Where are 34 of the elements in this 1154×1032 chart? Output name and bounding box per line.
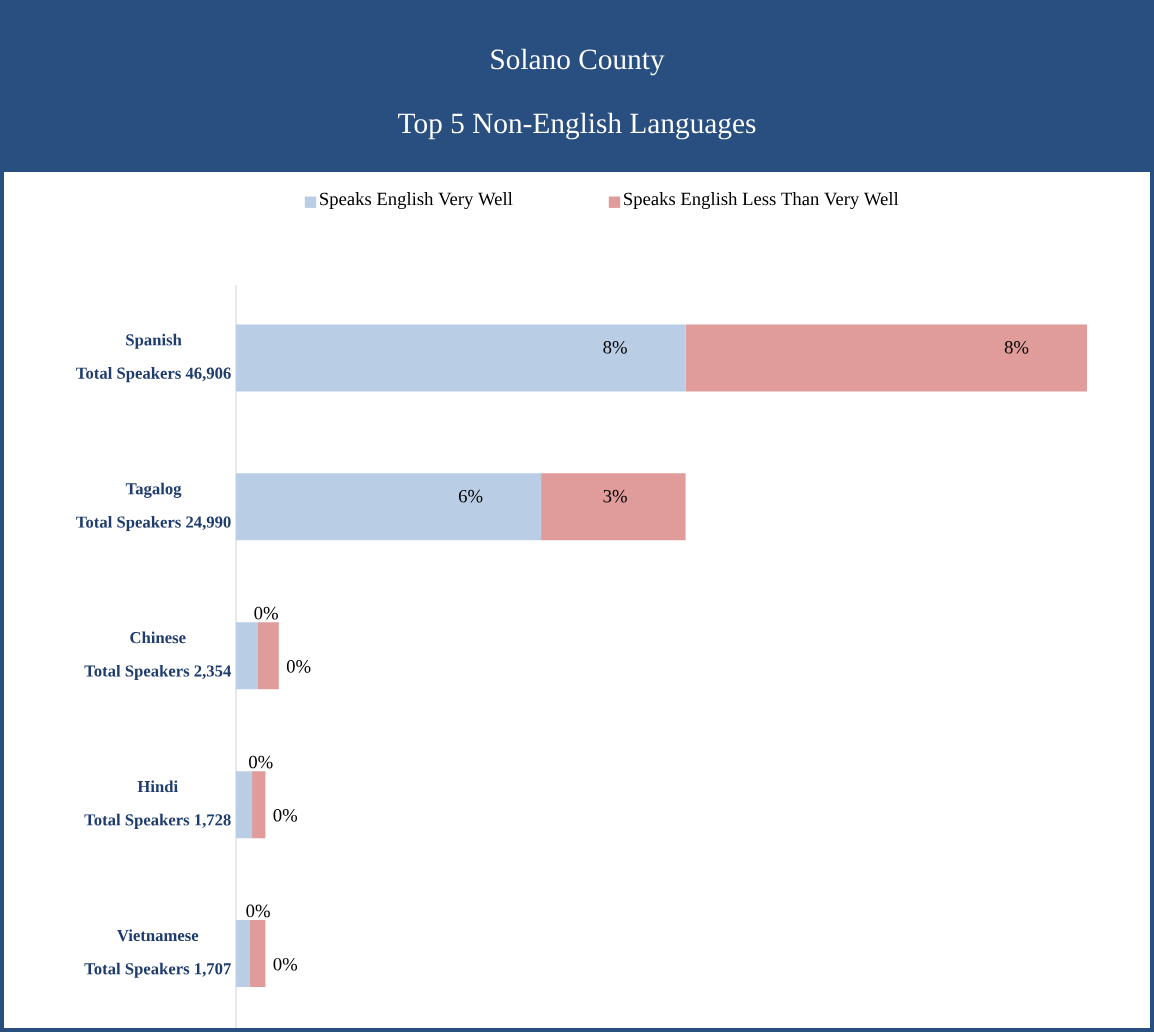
text: Total Speakers 2,354	[84, 664, 231, 680]
data-label: 0%	[286, 660, 311, 673]
bar	[236, 920, 250, 988]
bar	[685, 324, 1087, 392]
bar	[257, 622, 279, 690]
data-label: 0%	[246, 904, 270, 918]
data-label: 6%	[458, 489, 483, 503]
bar	[236, 622, 258, 690]
y-tick-label: Chinese	[130, 631, 186, 644]
bar	[541, 473, 686, 541]
text: Total Speakers 1,728	[84, 813, 231, 829]
bar	[252, 771, 266, 839]
y-tick-label: Spanish	[126, 333, 182, 349]
bar	[249, 920, 266, 988]
bar	[236, 771, 253, 839]
data-label: 0%	[273, 957, 298, 971]
chart-subtitle: Top 5 Non-English Languages	[398, 112, 756, 140]
data-label: 8%	[1004, 340, 1029, 354]
data-label: 0%	[249, 755, 273, 769]
data-label: 3%	[603, 489, 627, 503]
data-label: 8%	[603, 340, 627, 354]
data-label: 0%	[273, 808, 298, 822]
text: Total Speakers 24,990	[76, 515, 231, 532]
y-tick-label: Tagalog	[125, 482, 182, 498]
legend-label: Speaks English Less Than Very Well	[624, 192, 899, 210]
y-tick-label: Hindi	[137, 780, 178, 793]
bar	[236, 324, 686, 392]
bar	[236, 473, 542, 541]
text: Total Speakers 46,906	[76, 367, 231, 383]
chart-title: Solano County	[491, 48, 665, 76]
legend-label: Speaks English Very Well	[320, 192, 513, 210]
text: Total Speakers 1,707	[84, 962, 231, 978]
y-tick-label: Vietnamese	[117, 929, 199, 942]
data-label: 0%	[254, 606, 278, 620]
